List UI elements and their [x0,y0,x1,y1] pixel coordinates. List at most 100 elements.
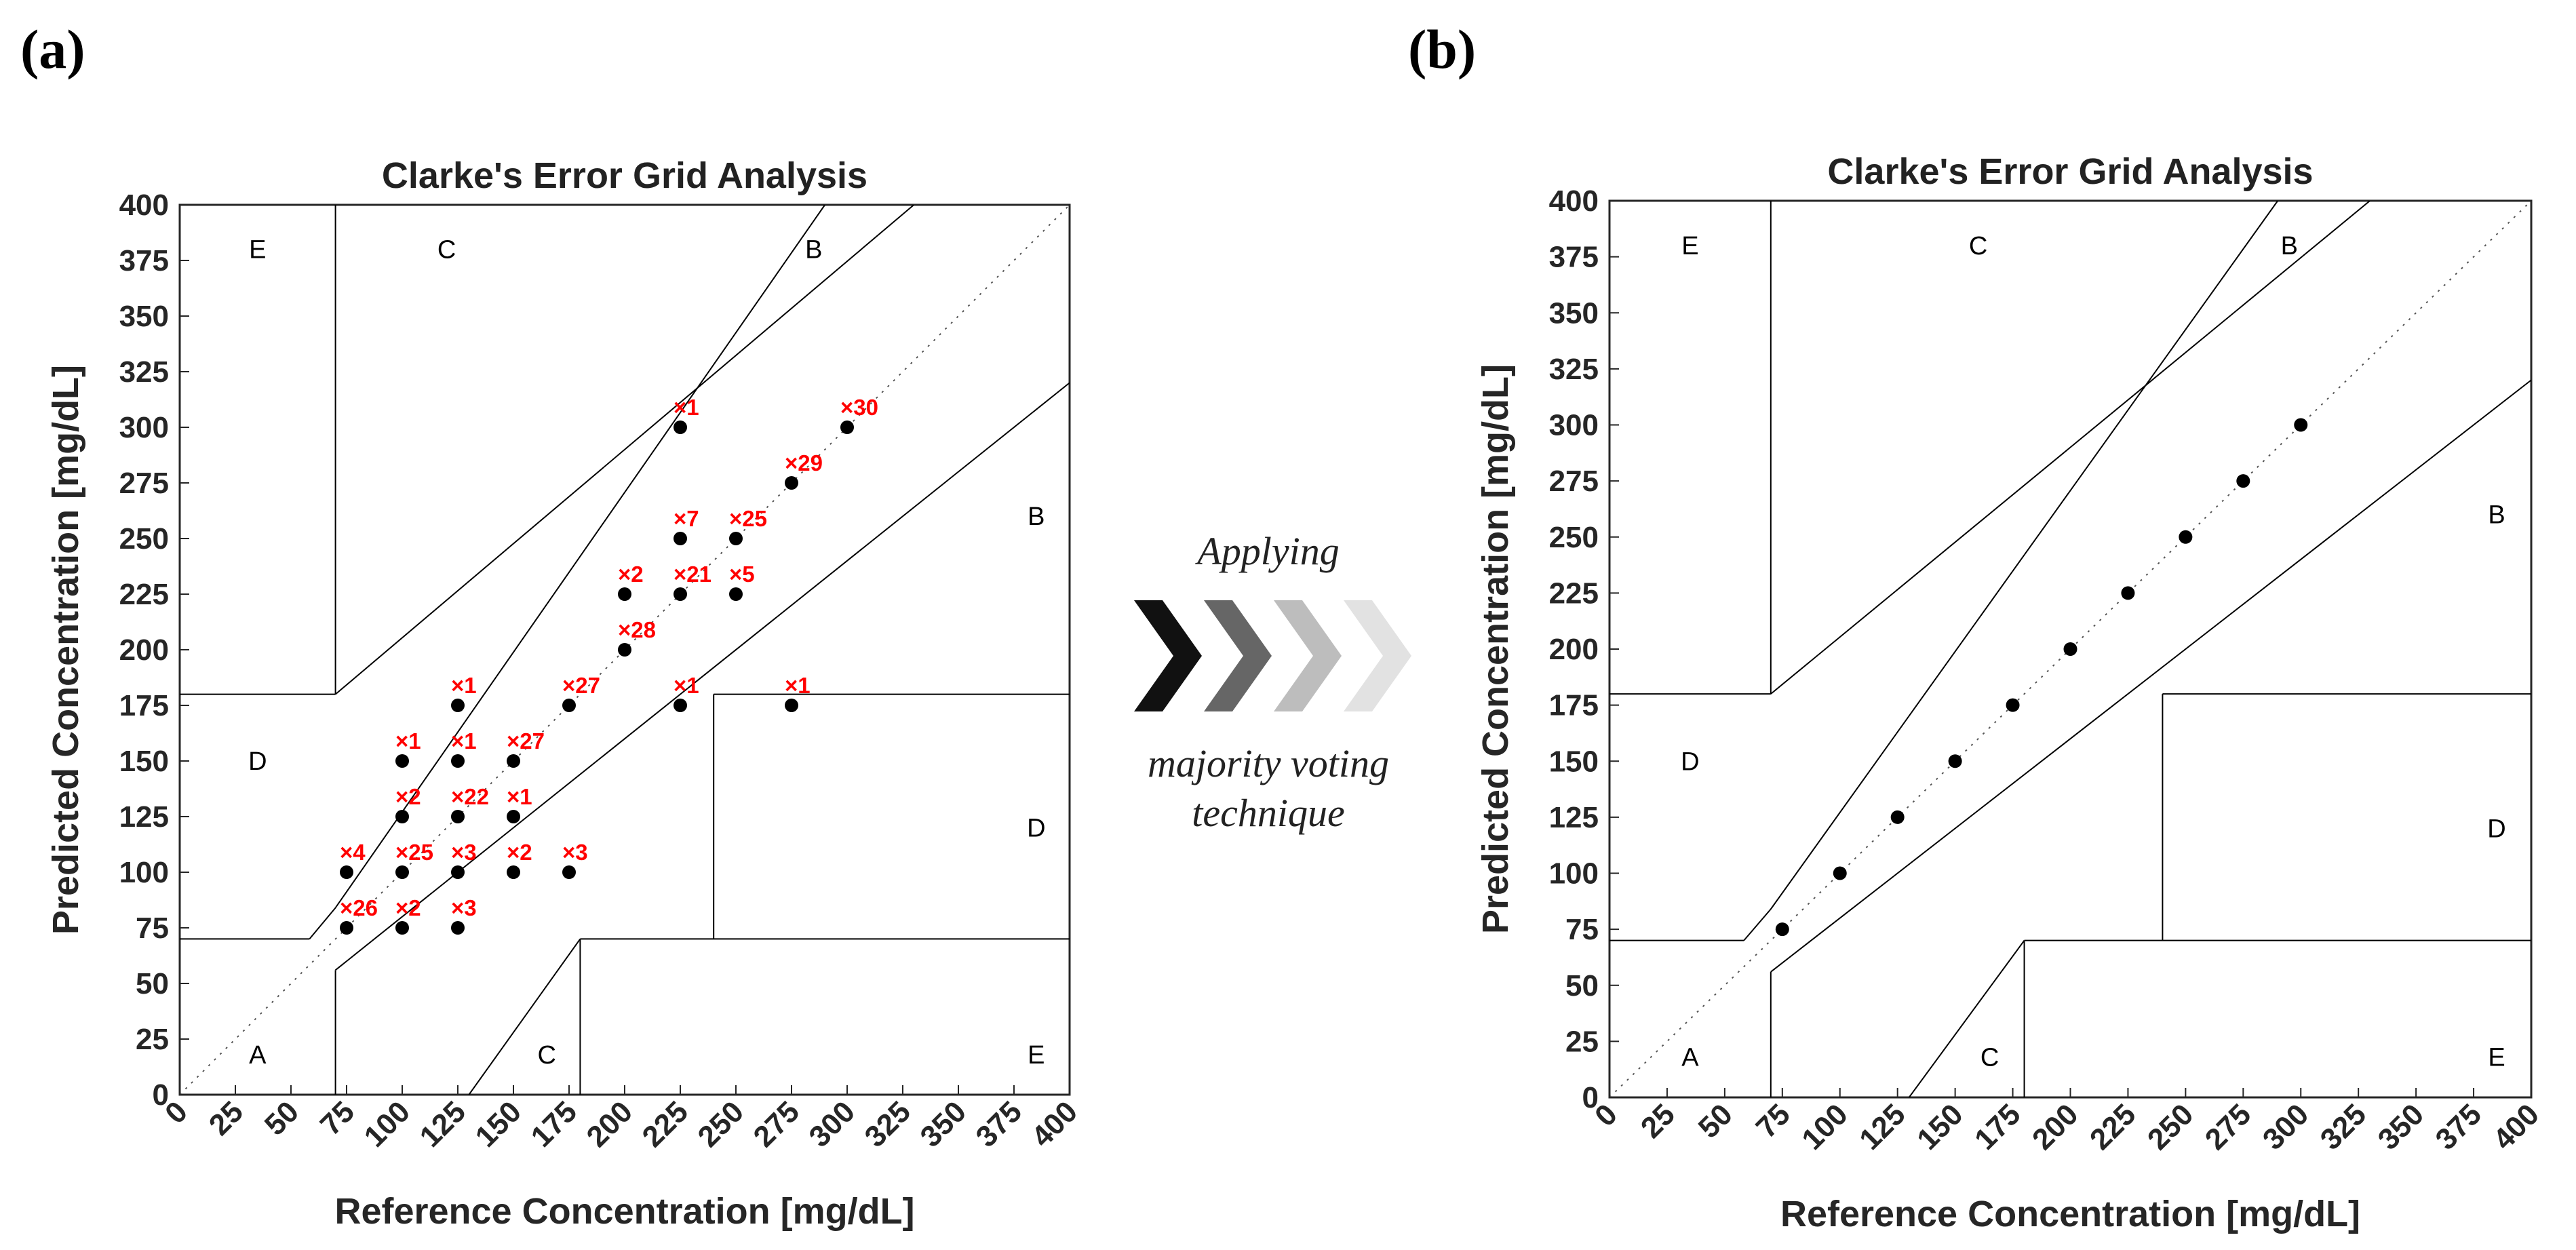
zone-label: B [1028,503,1045,531]
y-tick-label: 250 [1549,521,1599,554]
data-point [451,921,465,935]
count-label: ×25 [395,840,433,865]
zone-line [1770,379,2531,973]
data-point [395,865,409,879]
count-label: ×27 [562,673,600,698]
y-tick-label: 400 [1549,184,1599,218]
y-tick-label: 200 [1549,633,1599,666]
zone-label: D [2487,815,2505,843]
data-point [562,865,576,879]
count-label: ×1 [451,673,477,698]
middle-annotation: Applying majority voting technique [1134,529,1411,835]
x-axis-title: Reference Concentration [mg/dL] [1780,1194,2360,1234]
data-point [618,587,631,601]
x-tick-label: 75 [1750,1097,1797,1144]
zone-label: E [249,236,266,265]
x-tick-label: 100 [1795,1097,1854,1156]
data-point [562,699,576,712]
y-tick-label: 175 [1549,689,1599,722]
count-label: ×2 [395,895,421,920]
x-tick-label: 400 [2487,1097,2546,1156]
y-tick-label: 300 [1549,409,1599,442]
data-point [340,921,353,935]
y-tick-label: 350 [119,300,169,333]
count-label: ×22 [451,784,489,809]
zone-label: D [248,747,267,776]
count-label: ×2 [507,840,532,865]
count-label: ×3 [451,895,477,920]
x-tick-label: 400 [1026,1095,1085,1154]
data-point [785,476,798,490]
panel-a-label: (a) [20,18,85,80]
zone-label: E [1681,232,1698,260]
y-tick-label: 400 [119,189,169,222]
data-point [2236,474,2250,488]
data-point [2063,642,2077,656]
data-point [729,587,743,601]
x-tick-label: 75 [314,1095,361,1141]
data-point [674,587,687,601]
y-tick-label: 0 [1582,1081,1599,1114]
chevron-arrows [1134,600,1411,711]
x-tick-label: 250 [2141,1097,2200,1156]
y-tick-label: 50 [136,967,169,1000]
data-point [395,921,409,935]
y-tick-label: 25 [1565,1025,1599,1058]
data-point [451,865,465,879]
y-tick-label: 375 [1549,241,1599,274]
y-tick-label: 300 [119,411,169,444]
count-label: ×28 [618,617,656,642]
y-axis-title: Predicted Concentration [mg/dL] [1475,364,1516,934]
zone-line [1908,940,2025,1097]
count-label: ×2 [395,784,421,809]
x-tick-label: 50 [258,1095,305,1141]
x-tick-label: 325 [2314,1097,2373,1156]
x-tick-label: 25 [203,1095,250,1141]
count-label: ×7 [674,506,699,531]
x-tick-label: 125 [1853,1097,1912,1156]
y-tick-label: 200 [119,633,169,667]
y-tick-label: 250 [119,522,169,555]
data-point [840,421,854,434]
zone-label: C [437,236,456,265]
data-point [674,532,687,545]
data-point [507,865,520,879]
y-tick-label: 125 [119,800,169,834]
y-tick-label: 275 [1549,465,1599,498]
chart-title: Clarke's Error Grid Analysis [1827,151,2313,192]
x-axis-title: Reference Concentration [mg/dL] [334,1191,914,1232]
count-label: ×1 [395,728,421,754]
majority-voting-text: majority voting [1148,741,1389,785]
zone-line [1770,201,2370,695]
data-point [1833,866,1847,880]
data-point [2179,530,2193,544]
data-point [507,810,520,823]
y-tick-label: 100 [1549,857,1599,891]
zone-label: C [1969,232,1987,260]
x-tick-label: 250 [692,1095,751,1154]
y-tick-label: 375 [119,244,169,277]
count-label: ×27 [507,728,545,754]
zone-line [309,907,336,940]
count-label: ×3 [451,840,477,865]
zone-line [468,938,581,1095]
x-tick-label: 175 [525,1095,584,1154]
x-tick-label: 50 [1692,1097,1739,1144]
count-label: ×26 [340,895,378,920]
y-tick-label: 175 [119,689,169,722]
x-tick-label: 275 [2199,1097,2258,1156]
y-tick-label: 100 [119,856,169,889]
x-tick-label: 225 [636,1095,695,1154]
count-label: ×25 [729,506,767,531]
data-point [1775,922,1789,937]
count-label: ×21 [674,562,711,587]
y-tick-label: 150 [1549,745,1599,778]
panel-b-label: (b) [1408,18,1476,80]
data-point [507,754,520,768]
x-tick-label: 350 [2372,1097,2431,1156]
data-point [674,421,687,434]
x-tick-label: 300 [2257,1097,2316,1156]
data-point [1948,754,1962,768]
y-tick-label: 325 [119,355,169,389]
